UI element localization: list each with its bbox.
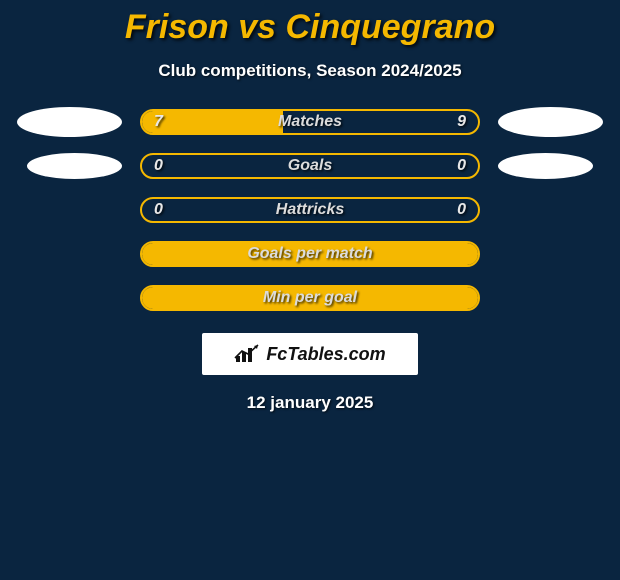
- stat-value-right: 9: [457, 113, 466, 131]
- stat-row: Goals per match: [0, 241, 620, 267]
- stat-bar: Goals per match: [140, 241, 480, 267]
- stat-row: 7 Matches 9: [0, 109, 620, 135]
- logo-text: FcTables.com: [266, 344, 385, 365]
- stat-value-right: 0: [457, 157, 466, 175]
- stat-value-left: 7: [154, 113, 163, 131]
- stat-row: 0 Hattricks 0: [0, 197, 620, 223]
- stat-label: Goals per match: [247, 245, 372, 263]
- stat-label: Hattricks: [276, 201, 344, 219]
- date-label: 12 january 2025: [0, 393, 620, 413]
- stat-bar: 0 Goals 0: [140, 153, 480, 179]
- stat-value-right: 0: [457, 201, 466, 219]
- subtitle: Club competitions, Season 2024/2025: [0, 61, 620, 81]
- stat-bar: Min per goal: [140, 285, 480, 311]
- stat-value-left: 0: [154, 157, 163, 175]
- player-right-marker: [498, 153, 593, 179]
- stat-value-left: 0: [154, 201, 163, 219]
- chart-icon: [234, 344, 260, 364]
- page-title: Frison vs Cinquegrano: [0, 8, 620, 47]
- source-logo: FcTables.com: [202, 333, 418, 375]
- stat-label: Min per goal: [263, 289, 357, 307]
- stat-bar: 7 Matches 9: [140, 109, 480, 135]
- stat-label: Goals: [288, 157, 332, 175]
- stat-label: Matches: [278, 113, 342, 131]
- stat-row: 0 Goals 0: [0, 153, 620, 179]
- stat-bar: 0 Hattricks 0: [140, 197, 480, 223]
- player-right-marker: [498, 107, 603, 137]
- comparison-infographic: Frison vs Cinquegrano Club competitions,…: [0, 0, 620, 413]
- stat-row: Min per goal: [0, 285, 620, 311]
- player-left-marker: [17, 107, 122, 137]
- player-left-marker: [27, 153, 122, 179]
- bar-fill-left: [142, 111, 283, 133]
- stat-bars: 7 Matches 9 0 Goals 0 0 Hattricks 0 Goals per mat…: [0, 109, 620, 311]
